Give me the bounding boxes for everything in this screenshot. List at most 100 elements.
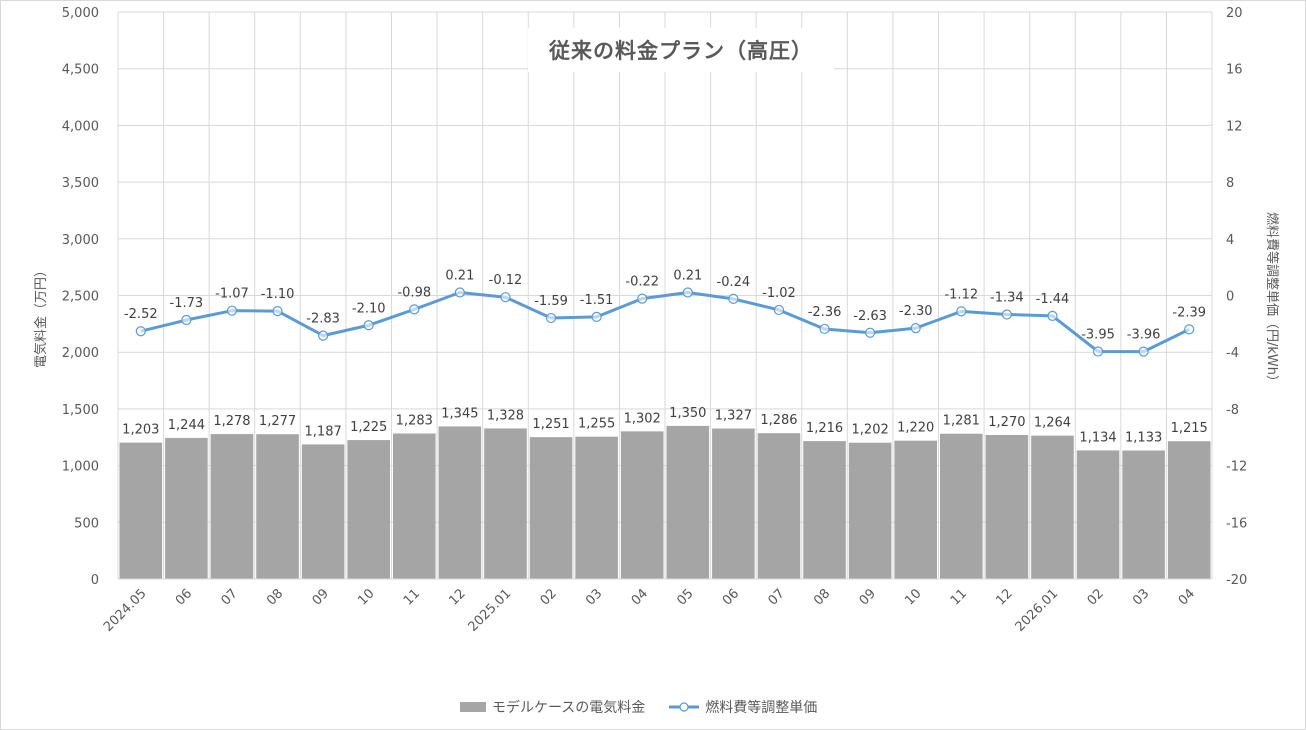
y-axis-tick-label: 3,000 bbox=[62, 233, 99, 248]
line-data-label: -1.10 bbox=[261, 287, 295, 302]
line-marker bbox=[363, 320, 374, 331]
bar-data-label: 1,278 bbox=[213, 414, 250, 429]
y2-axis-tick-label: -12 bbox=[1226, 460, 1247, 475]
bar bbox=[484, 428, 527, 579]
line-data-label: -0.12 bbox=[489, 273, 523, 288]
line-data-label: -2.30 bbox=[899, 304, 933, 319]
line-data-label: -1.51 bbox=[580, 293, 614, 308]
bar-data-label: 1,244 bbox=[168, 418, 205, 433]
y-axis-tick-label: 2,000 bbox=[62, 346, 99, 361]
bar-data-label: 1,270 bbox=[988, 415, 1025, 430]
line-data-label: -2.63 bbox=[853, 309, 887, 324]
y2-axis-tick-label: -20 bbox=[1226, 573, 1247, 588]
line-marker bbox=[318, 330, 329, 341]
line-data-label: -0.24 bbox=[717, 275, 751, 290]
line-data-label: -1.02 bbox=[762, 286, 796, 301]
line-marker bbox=[1001, 309, 1012, 320]
line-data-label: -1.59 bbox=[534, 294, 568, 309]
x-axis-tick-label: 06 bbox=[720, 586, 742, 608]
bar bbox=[894, 440, 937, 579]
bar-data-label: 1,302 bbox=[624, 411, 661, 426]
line-data-label: -2.10 bbox=[352, 301, 386, 316]
bar-data-label: 1,203 bbox=[122, 423, 159, 438]
line-data-label: -0.98 bbox=[397, 285, 431, 300]
bar-swatch-icon bbox=[460, 702, 486, 712]
line-marker bbox=[226, 305, 238, 316]
line-data-label: 0.21 bbox=[673, 269, 702, 284]
y-axis-tick-label: 3,500 bbox=[62, 176, 99, 191]
y2-axis-tick-label: 8 bbox=[1226, 176, 1234, 191]
line-marker bbox=[819, 323, 830, 335]
bar bbox=[1076, 450, 1120, 579]
bar bbox=[256, 434, 299, 579]
y2-axis-tick-label: 12 bbox=[1226, 119, 1243, 134]
bar bbox=[1122, 450, 1165, 579]
line-data-label: -1.44 bbox=[1036, 292, 1070, 307]
x-axis-tick-label: 09 bbox=[310, 586, 332, 608]
chart-legend: モデルケースの電気料金 燃料費等調整単価 bbox=[460, 697, 817, 717]
line-marker bbox=[1138, 346, 1149, 357]
line-data-label: -2.52 bbox=[124, 307, 158, 322]
y-axis-tick-label: 4,500 bbox=[62, 63, 99, 78]
bar-data-label: 1,134 bbox=[1079, 430, 1116, 445]
x-axis-tick-label: 07 bbox=[218, 586, 240, 608]
line-marker bbox=[773, 304, 785, 316]
bar-data-label: 1,133 bbox=[1125, 431, 1162, 446]
bar-data-label: 1,283 bbox=[396, 414, 433, 429]
line-marker bbox=[637, 293, 648, 304]
bar-data-label: 1,328 bbox=[487, 408, 524, 423]
x-axis-tick-label: 10 bbox=[355, 586, 377, 608]
bar bbox=[575, 436, 618, 579]
x-axis-tick-label: 05 bbox=[674, 586, 696, 608]
x-axis-tick-label: 2025.01 bbox=[466, 586, 515, 635]
y-axis-tick-label: 4,000 bbox=[62, 119, 99, 134]
legend-label-bar: モデルケースの電気料金 bbox=[492, 700, 646, 716]
bar-data-label: 1,215 bbox=[1171, 421, 1208, 436]
x-axis-tick-label: 09 bbox=[857, 586, 879, 608]
legend-label-line: 燃料費等調整単価 bbox=[705, 700, 818, 716]
y-axis-tick-label: 0 bbox=[91, 573, 99, 588]
bar-data-label: 1,255 bbox=[578, 417, 615, 432]
bar-data-label: 1,327 bbox=[715, 409, 752, 424]
bar-data-label: 1,187 bbox=[305, 424, 342, 439]
line-marker bbox=[409, 304, 420, 315]
bar bbox=[210, 434, 254, 579]
x-axis-tick-label: 2026.01 bbox=[1013, 586, 1062, 635]
bar bbox=[985, 434, 1029, 579]
x-axis-tick-label: 04 bbox=[1176, 586, 1198, 608]
y-axis-title: 電気料金（万円） bbox=[33, 264, 49, 368]
bar bbox=[119, 442, 163, 579]
line-data-label: -1.34 bbox=[990, 290, 1024, 305]
x-axis-tick-label: 07 bbox=[765, 586, 787, 608]
bar bbox=[347, 440, 390, 579]
line-data-label: -3.95 bbox=[1081, 327, 1115, 342]
line-marker bbox=[135, 326, 146, 337]
line-marker bbox=[181, 314, 192, 326]
bar bbox=[848, 442, 892, 579]
x-axis-tick-label: 08 bbox=[811, 586, 833, 608]
line-data-label: -2.39 bbox=[1172, 305, 1206, 320]
bar-data-label: 1,220 bbox=[897, 421, 934, 436]
y2-axis-tick-label: 0 bbox=[1226, 290, 1234, 305]
bar-data-label: 1,350 bbox=[669, 406, 706, 421]
line-marker bbox=[1047, 310, 1058, 322]
line-marker bbox=[500, 292, 511, 303]
line-data-label: -1.73 bbox=[170, 296, 204, 311]
bar bbox=[666, 425, 710, 579]
line-marker bbox=[910, 323, 921, 334]
bar-data-label: 1,251 bbox=[532, 417, 569, 432]
y-axis-tick-label: 2,500 bbox=[62, 290, 99, 305]
legend-item-bar: モデルケースの電気料金 bbox=[460, 697, 645, 717]
bar bbox=[620, 431, 664, 579]
x-axis-tick-label: 10 bbox=[902, 586, 924, 608]
line-marker bbox=[545, 312, 557, 324]
legend-item-line: 燃料費等調整単価 bbox=[669, 697, 817, 717]
line-data-label: -2.83 bbox=[306, 312, 340, 327]
x-axis-tick-label: 03 bbox=[583, 586, 605, 608]
line-marker bbox=[1184, 324, 1195, 335]
x-axis-tick-label: 06 bbox=[173, 586, 195, 608]
line-marker bbox=[956, 306, 967, 317]
line-series bbox=[140, 291, 1190, 354]
x-axis-tick-label: 2024.05 bbox=[101, 586, 150, 635]
line-data-label: -3.96 bbox=[1127, 328, 1161, 343]
